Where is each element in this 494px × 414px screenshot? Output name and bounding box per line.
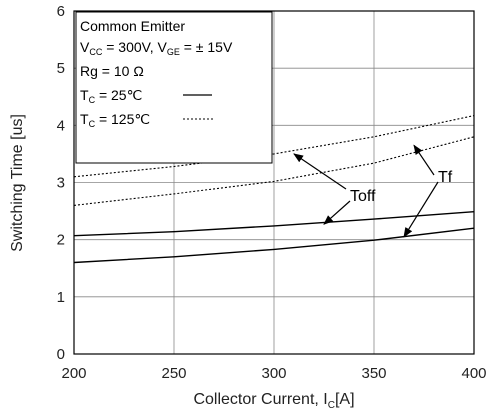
annotation-arrow	[323, 200, 351, 225]
legend-frame	[75, 11, 273, 164]
y-tick-labels: 0 1 2 3 4 5 6	[57, 3, 65, 363]
legend-tc125-sub: C	[89, 119, 96, 129]
x-axis-title-sub: C	[328, 400, 335, 411]
legend-box: Common Emitter VCC = 300V, VGE = ± 15V R…	[75, 11, 273, 164]
y-tick-label: 1	[57, 289, 65, 306]
annotation-arrow	[403, 181, 439, 238]
legend-tc125-symbol: T	[80, 111, 89, 127]
annotation-label: Tf	[438, 169, 453, 186]
legend-vcc-value: = 300V, V	[102, 39, 167, 55]
plot-frame	[73, 10, 475, 355]
x-tick-label: 250	[161, 365, 186, 382]
legend-tc25-value: = 25℃	[95, 87, 142, 103]
annotation-arrow	[413, 144, 435, 176]
legend-vge-sub: GE	[167, 47, 180, 57]
legend-vcc-sub: CC	[89, 47, 102, 57]
x-tick-label: 400	[461, 365, 486, 382]
legend-vcc-symbol: V	[80, 39, 90, 55]
legend-tc125-value: = 125℃	[95, 111, 150, 127]
legend-tc25-sub: C	[89, 95, 96, 105]
y-tick-label: 5	[57, 60, 65, 77]
annotation-arrows: Toff Tf	[293, 144, 453, 238]
y-tick-label: 6	[57, 3, 65, 20]
y-tick-label: 3	[57, 175, 65, 192]
x-tick-label: 200	[61, 365, 86, 382]
legend-vge-value: = ± 15V	[180, 39, 233, 55]
series-line-toff-25	[73, 211, 475, 237]
x-tick-labels: 200 250 300 350 400	[61, 365, 486, 382]
legend-line-4: TC = 25℃	[80, 87, 142, 105]
x-axis-title-unit: [A]	[335, 391, 355, 408]
y-tick-label: 0	[57, 346, 65, 363]
annotation-label: Toff	[350, 188, 376, 205]
x-tick-label: 350	[361, 365, 386, 382]
x-axis-title-main: Collector Current, I	[193, 391, 327, 408]
legend-tc25-symbol: T	[80, 87, 89, 103]
x-tick-label: 300	[261, 365, 286, 382]
series-line-tf-125	[73, 136, 475, 206]
y-tick-label: 2	[57, 232, 65, 249]
legend-line-5: TC = 125℃	[80, 111, 150, 129]
y-tick-label: 4	[57, 117, 65, 134]
annotation-arrow	[293, 153, 347, 190]
series-line-toff-125	[73, 115, 475, 178]
y-axis-title: Switching Time [us]	[9, 114, 26, 252]
legend-line-1: Common Emitter	[80, 18, 185, 34]
legend-line-3: Rg = 10 Ω	[80, 63, 144, 79]
x-axis-title: Collector Current, IC[A]	[193, 391, 354, 411]
legend-line-2: VCC = 300V, VGE = ± 15V	[80, 39, 233, 57]
